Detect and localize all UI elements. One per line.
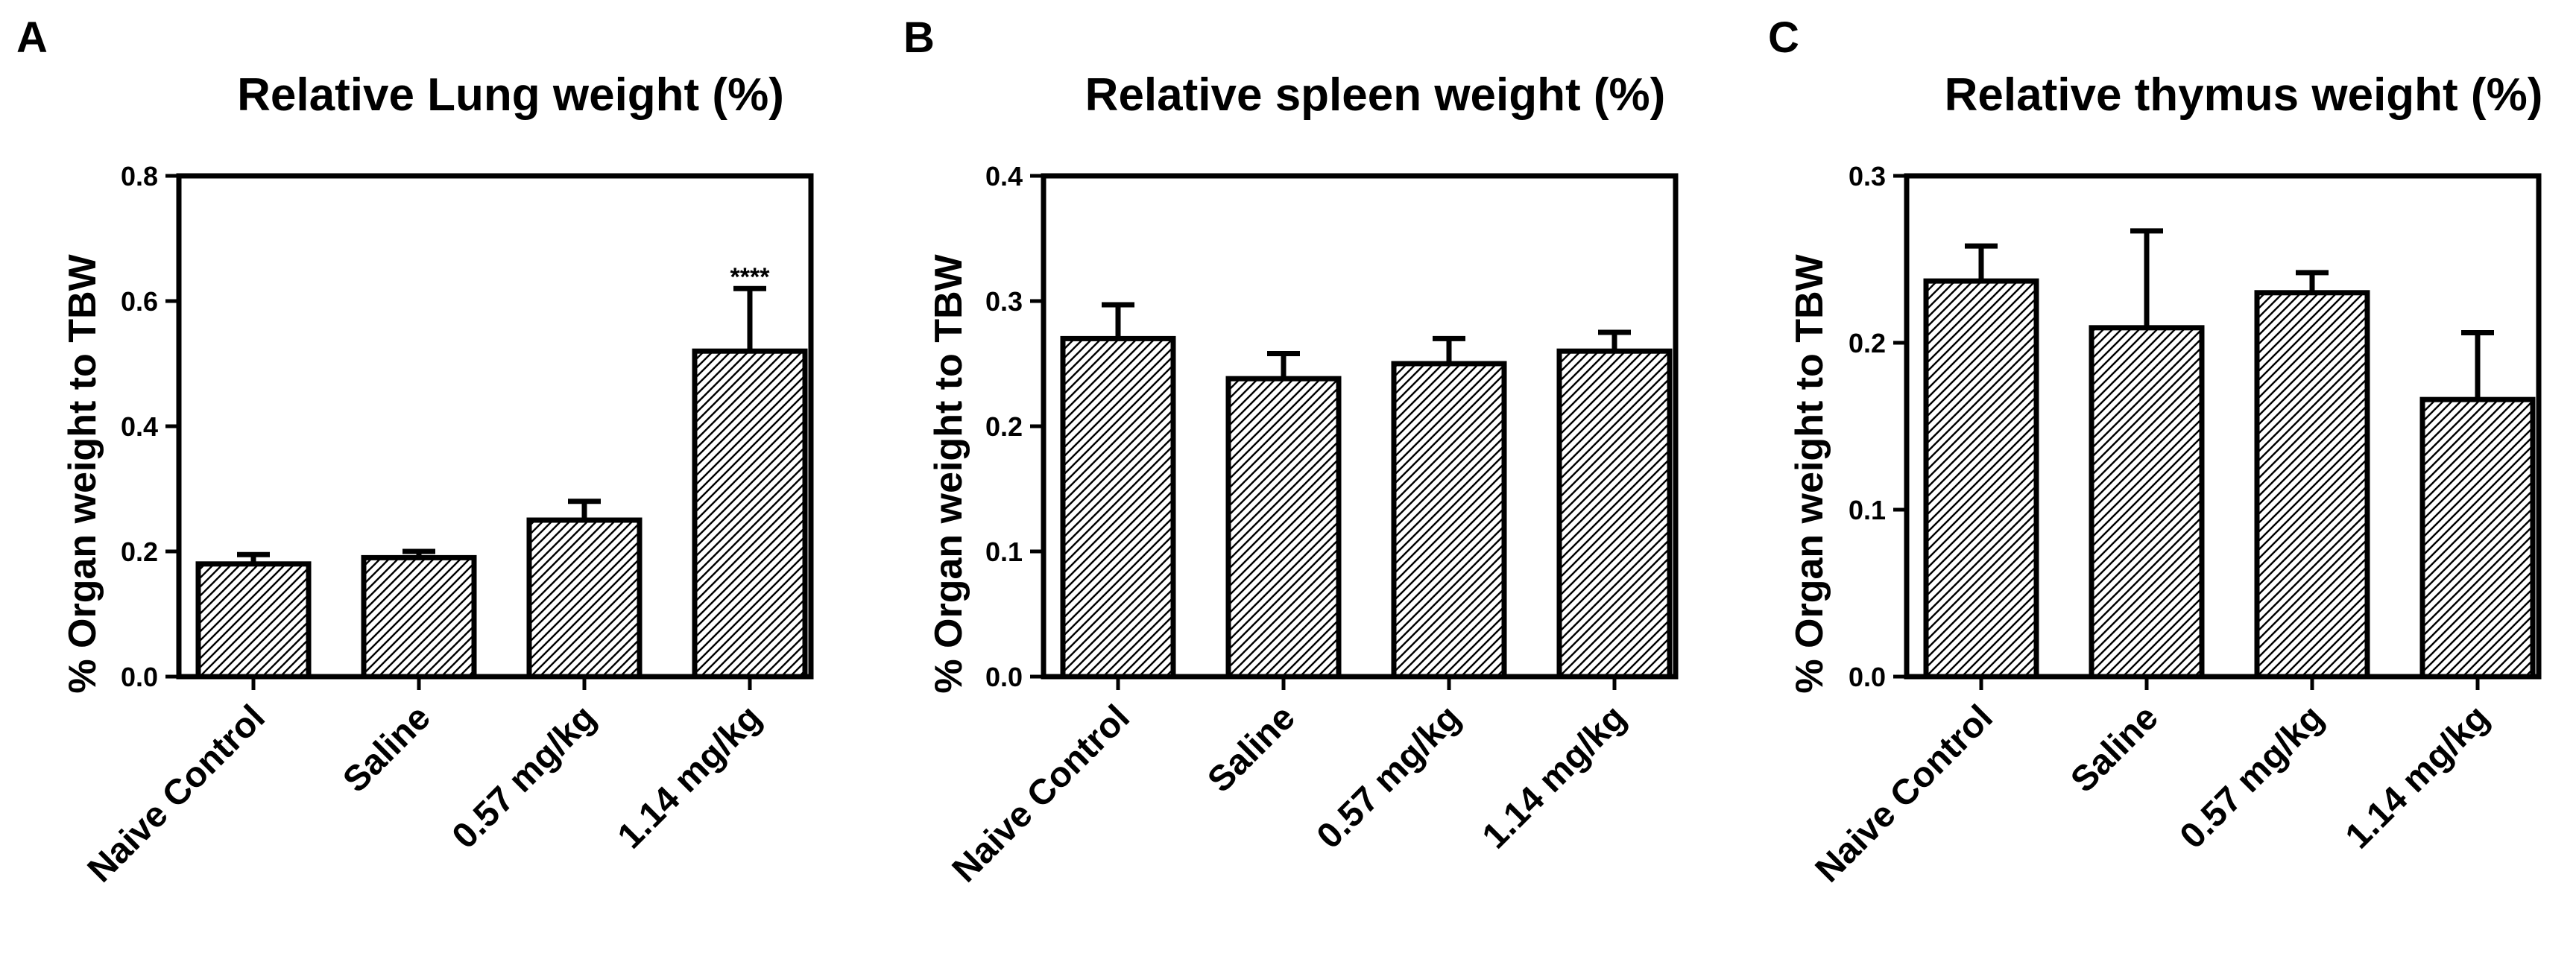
panel-a-category-label: Saline [335,697,438,800]
panel-b-y-tick-label: 0.1 [985,537,1023,567]
panel-b-category-label: 1.14 mg/kg [1475,697,1634,856]
panel-a-y-ticks: 0.0 0.2 0.4 0.6 0.8 [121,161,179,692]
panel-c-category-labels: Naive Control Saline 0.57 mg/kg 1.14 mg/kg [1808,677,2497,890]
panel-b-bar [1060,335,1176,680]
panel-b-bars [1060,302,1673,680]
panel-a-y-tick-label: 0.2 [121,537,158,567]
panel-a-bar [195,561,312,680]
panel-c-letter: C [1768,13,1799,62]
panel-b-title: Relative spleen weight (%) [1085,69,1666,121]
panel-c-category-label: 0.57 mg/kg [2173,697,2332,856]
panel-a-y-tick-label: 0.4 [121,411,158,442]
panel-a-significance-label: **** [730,263,771,291]
panel-a-bar [361,554,477,680]
panel-c-plot-frame [1904,173,2542,680]
panel-a-y-tick-label: 0.8 [121,161,158,192]
panel-c-y-tick-label: 0.0 [1849,662,1886,692]
panel-b-bar [1225,376,1342,680]
panel-c: C Relative thymus weight (%) % Organ wei… [1768,13,2542,890]
panel-a-category-labels: Naive Control Saline 0.57 mg/kg 1.14 mg/kg [80,677,769,890]
panel-a-bar [526,517,643,680]
panel-a-letter: A [16,13,48,62]
panel-c-bar [2419,396,2536,680]
panel-b-y-tick-label: 0.2 [985,411,1023,442]
panel-b-category-label: Naive Control [945,697,1137,890]
panel-a-y-tick-label: 0.6 [121,286,158,317]
panel-b-letter: B [903,13,935,62]
panel-a: A Relative Lung weight (%) % Organ weigh… [16,13,814,890]
panel-a-y-tick-label: 0.0 [121,662,158,692]
panel-b-y-ticks: 0.0 0.1 0.2 0.3 0.4 [985,161,1044,692]
panel-c-y-tick-label: 0.3 [1849,161,1886,192]
panel-b: B Relative spleen weight (%) % Organ wei… [903,13,1679,890]
panel-a-title: Relative Lung weight (%) [237,69,784,121]
panel-c-y-tick-label: 0.1 [1849,495,1886,525]
panel-b-category-label: Saline [1200,697,1302,800]
panel-a-category-label: 0.57 mg/kg [445,697,604,856]
panel-a-category-label: Naive Control [80,697,273,890]
panel-c-y-tick-label: 0.2 [1849,328,1886,358]
panel-b-y-tick-label: 0.3 [985,286,1023,317]
panel-a-y-axis-label: % Organ weight to TBW [61,253,104,693]
panel-c-category-label: 1.14 mg/kg [2338,697,2497,856]
panel-b-y-tick-label: 0.0 [985,662,1023,692]
panel-c-y-ticks: 0.0 0.1 0.2 0.3 [1849,161,1907,692]
panel-c-bar [1923,278,2039,680]
panel-b-category-label: 0.57 mg/kg [1310,697,1468,856]
panel-b-category-labels: Naive Control Saline 0.57 mg/kg 1.14 mg/kg [945,677,1634,890]
panel-a-bar [692,348,808,680]
panel-c-title: Relative thymus weight (%) [1945,69,2543,121]
panel-c-bar [2089,325,2205,680]
panel-c-category-label: Saline [2063,697,2165,800]
panel-c-category-label: Naive Control [1808,697,2001,890]
panel-c-bar [2254,290,2370,680]
panel-b-bar [1391,361,1507,680]
panel-c-bars [1923,228,2536,680]
panel-b-y-axis-label: % Organ weight to TBW [927,253,970,693]
panel-b-y-tick-label: 0.4 [985,161,1023,192]
panel-a-category-label: 1.14 mg/kg [610,697,769,856]
panel-a-bars: **** [195,263,808,680]
panel-c-y-axis-label: % Organ weight to TBW [1788,253,1831,693]
panel-b-bar [1556,348,1673,680]
